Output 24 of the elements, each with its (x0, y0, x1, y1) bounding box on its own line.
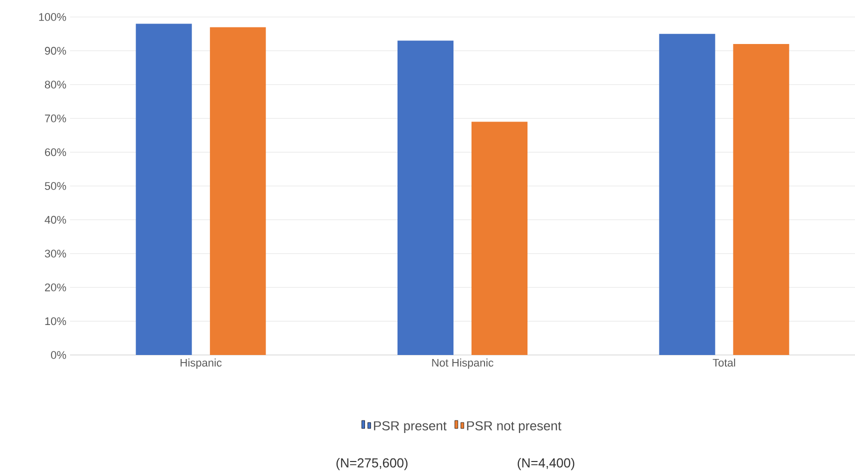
bar (472, 122, 528, 356)
x-tick-label: Total (712, 358, 736, 367)
x-tick-label: Hispanic (180, 358, 222, 369)
bar (733, 44, 790, 356)
legend-label: PSR not present (467, 421, 562, 433)
bar (136, 24, 192, 356)
y-tick-label: 10% (45, 317, 66, 326)
y-tick-label: 60% (45, 148, 66, 156)
legend-label: PSR present (374, 421, 447, 433)
bar (398, 40, 454, 356)
y-tick-label: 40% (44, 216, 66, 224)
text: (N=275,600) (336, 458, 408, 470)
y-tick-label: 20% (45, 284, 66, 292)
y-tick-label: 80% (44, 80, 66, 88)
y-tick-label: 100% (39, 13, 66, 21)
y-tick-label: 0% (50, 351, 66, 359)
y-tick-label: 90% (44, 46, 66, 55)
y-tick-label: 50% (44, 182, 66, 190)
x-tick-label: Not Hispanic (432, 358, 494, 369)
y-tick-label: 70% (45, 114, 66, 122)
y-tick-label: 30% (44, 250, 66, 258)
bar (210, 27, 266, 356)
text: (N=4,400) (518, 458, 574, 470)
bar (659, 34, 716, 356)
